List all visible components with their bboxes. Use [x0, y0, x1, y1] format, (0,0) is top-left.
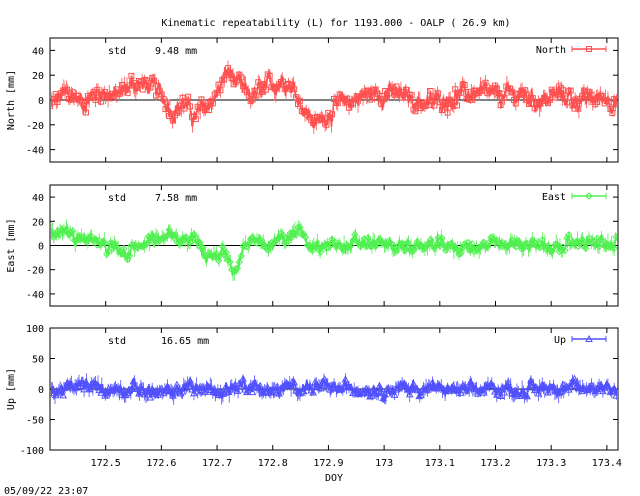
- y-axis-label: Up [mm]: [6, 368, 17, 410]
- panel-north: -40 -20 0 20 40 North [mm] std 9.48 mm North: [6, 37, 619, 163]
- series-line: [51, 224, 617, 278]
- y-tick-label: -20: [26, 121, 44, 132]
- legend-label: Up: [554, 335, 566, 346]
- x-axis-label: DOY: [325, 473, 343, 484]
- y-axis-label: North [mm]: [6, 70, 17, 130]
- legend-marker: [586, 46, 592, 52]
- y-tick-label: 0: [38, 96, 44, 107]
- y-tick-label: -50: [26, 416, 44, 427]
- legend-east: East: [542, 192, 607, 203]
- y-tick-label: 20: [32, 217, 44, 228]
- series-markers: [51, 221, 617, 275]
- series-markers: [51, 65, 617, 128]
- series-north: [51, 60, 617, 134]
- x-tick-label: 172.8: [258, 458, 288, 469]
- x-tick-label: 173: [375, 458, 393, 469]
- legend-north: North: [536, 45, 607, 56]
- x-tick-label: 173.4: [592, 458, 622, 469]
- legend-up: Up: [554, 334, 607, 346]
- panel-east: -40 -20 0 20 40 East [mm] std 7.58 mm East: [6, 184, 619, 307]
- x-tick-label: 173.3: [536, 458, 566, 469]
- y-tick-label: 100: [26, 324, 44, 335]
- std-value: 16.65 mm: [161, 336, 209, 347]
- series-up: [51, 373, 617, 405]
- legend-label: East: [542, 192, 566, 203]
- chart-title: Kinematic repeatability (L) for 1193.000…: [161, 18, 510, 29]
- y-tick-label: -100: [20, 446, 44, 457]
- x-tick-label: 172.5: [91, 458, 121, 469]
- series-east: [51, 219, 617, 281]
- std-label: std: [108, 46, 126, 57]
- y-tick-label: -40: [26, 290, 44, 301]
- y-tick-label: -20: [26, 266, 44, 277]
- std-value: 7.58 mm: [155, 193, 197, 204]
- x-tick-label: 173.1: [425, 458, 455, 469]
- panel-up: -100 -50 0 50 100 172.5 172.6 172.7 172.8 172.9 17…: [6, 324, 622, 484]
- y-axis-label: East [mm]: [6, 218, 17, 272]
- y-tick-label: 20: [32, 71, 44, 82]
- error-bars: [51, 219, 617, 281]
- std-label: std: [108, 336, 126, 347]
- std-label: std: [108, 193, 126, 204]
- x-tick-label: 173.2: [480, 458, 510, 469]
- legend-marker: [585, 192, 593, 200]
- legend-marker: [585, 334, 593, 342]
- y-tick-label: 0: [38, 385, 44, 396]
- y-tick-label: 40: [32, 193, 44, 204]
- y-tick-label: -40: [26, 146, 44, 157]
- x-tick-label: 172.6: [146, 458, 176, 469]
- series-markers: [51, 374, 617, 402]
- series-line: [51, 66, 617, 129]
- legend-label: North: [536, 45, 566, 56]
- x-tick-label: 172.7: [202, 458, 232, 469]
- x-tick-label: 172.9: [313, 458, 343, 469]
- y-tick-label: 0: [38, 242, 44, 253]
- y-tick-label: 40: [32, 46, 44, 57]
- timestamp: 05/09/22 23:07: [4, 486, 88, 496]
- y-tick-label: 50: [32, 355, 44, 366]
- std-value: 9.48 mm: [155, 46, 197, 57]
